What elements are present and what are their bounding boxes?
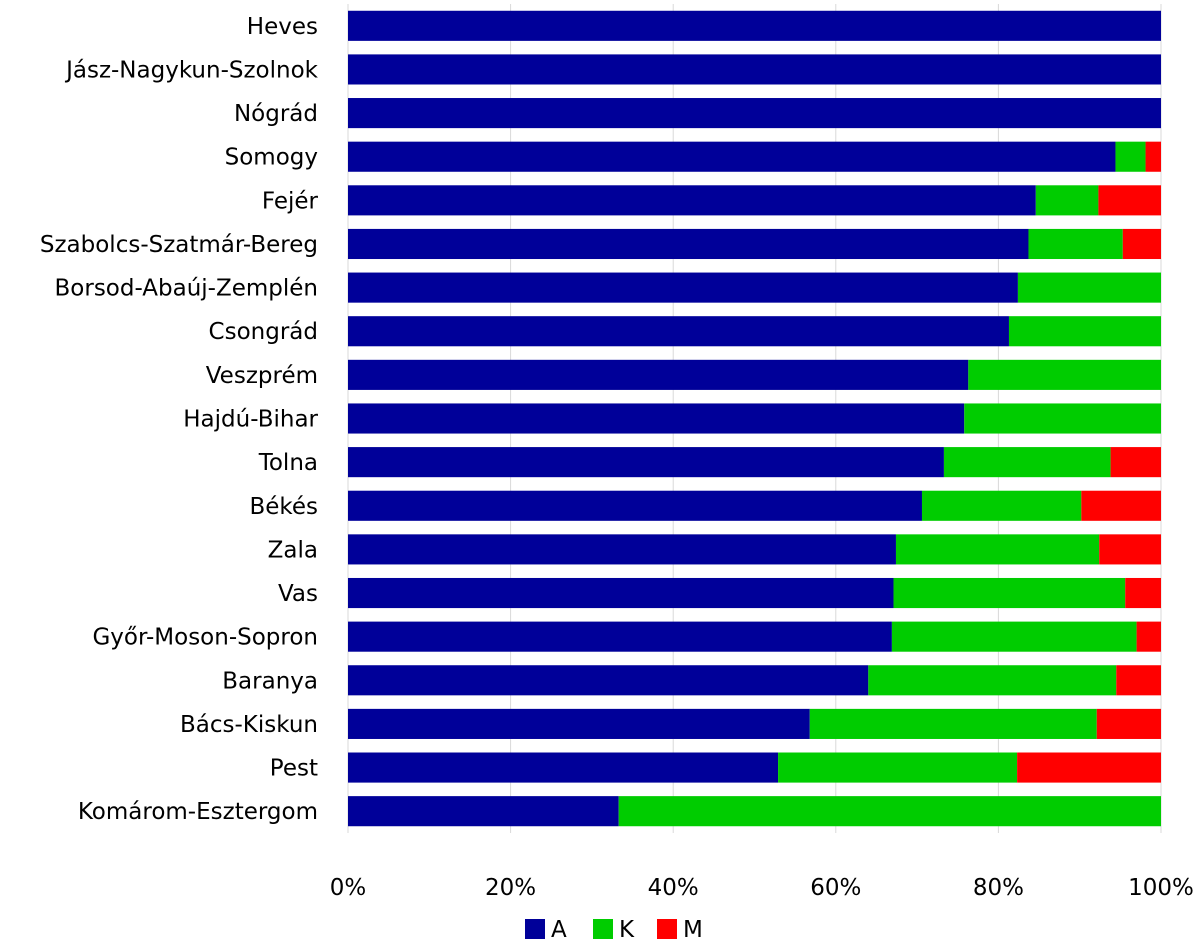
legend-label-K: K (619, 917, 635, 943)
bar-segment-A (348, 141, 1116, 172)
category-label: Békés (249, 494, 318, 520)
bar-segment-M (1081, 490, 1161, 521)
bar-segment-A (348, 447, 944, 478)
bar-segment-M (1136, 621, 1161, 652)
bar-segment-K (893, 577, 1126, 609)
category-label: Vas (278, 581, 318, 607)
bar-segment-M (1145, 141, 1161, 172)
bar-segment-K (895, 534, 1100, 565)
x-tick-label: 20% (485, 875, 536, 901)
bar-segment-A (348, 752, 779, 783)
category-label: Jász-Nagykun-Szolnok (64, 57, 319, 83)
x-axis-ticks: 0% 20% 40% 60% 80% 100% (330, 875, 1194, 901)
x-tick-label: 0% (330, 875, 367, 901)
category-label: Győr-Moson-Sopron (92, 625, 318, 651)
category-label: Somogy (225, 145, 318, 171)
bar-segment-A (348, 228, 1029, 260)
bar-segment-K (891, 621, 1137, 652)
category-label: Pest (270, 756, 318, 782)
bar-segment-A (348, 54, 1161, 85)
bar-segment-K (964, 403, 1161, 434)
bar-segment-M (1116, 665, 1161, 696)
bar-segment-M (1099, 534, 1161, 565)
bar-segment-K (1028, 228, 1123, 260)
bar-segment-M (1096, 708, 1161, 739)
bar-segment-K (868, 665, 1117, 696)
category-label: Baranya (222, 668, 318, 694)
category-label: Hajdú-Bihar (183, 407, 318, 433)
bar-segment-M (1098, 185, 1161, 216)
category-label: Heves (247, 14, 318, 40)
bar-segment-A (348, 534, 896, 565)
legend-swatch-A (525, 919, 545, 939)
bar-segment-M (1110, 447, 1161, 478)
category-label: Fejér (262, 188, 319, 214)
bar-segment-K (943, 447, 1111, 478)
x-tick-label: 100% (1128, 875, 1194, 901)
bar-segment-A (348, 272, 1018, 303)
bar-segment-M (1017, 752, 1161, 783)
x-tick-label: 60% (810, 875, 861, 901)
bar-segment-M (1125, 577, 1161, 609)
category-label: Borsod-Abaúj-Zemplén (55, 276, 318, 302)
bars (348, 10, 1161, 827)
x-tick-label: 40% (648, 875, 699, 901)
bar-segment-A (348, 403, 965, 434)
bar-segment-K (809, 708, 1097, 739)
bar-segment-K (921, 490, 1082, 521)
category-label: Zala (268, 537, 318, 563)
bar-segment-K (778, 752, 1018, 783)
bar-segment-A (348, 796, 619, 827)
category-label: Veszprém (206, 363, 318, 389)
bar-segment-A (348, 708, 810, 739)
category-label: Komárom-Esztergom (78, 799, 318, 825)
bar-segment-A (348, 577, 894, 609)
bar-segment-M (1122, 228, 1161, 260)
category-label: Nógrád (234, 101, 318, 127)
legend-label-A: A (551, 917, 567, 943)
legend-label-M: M (683, 917, 703, 943)
x-tick-label: 80% (973, 875, 1024, 901)
bar-segment-K (618, 796, 1161, 827)
bar-segment-A (348, 98, 1161, 129)
bar-segment-A (348, 490, 922, 521)
bar-segment-K (968, 359, 1161, 390)
bar-segment-K (1008, 316, 1161, 347)
bar-segment-K (1017, 272, 1161, 303)
legend-swatch-K (593, 919, 613, 939)
bar-segment-A (348, 316, 1009, 347)
legend-swatch-M (657, 919, 677, 939)
bar-segment-K (1035, 185, 1099, 216)
category-label: Tolna (258, 450, 318, 476)
bar-segment-A (348, 359, 969, 390)
category-labels: Heves Jász-Nagykun-Szolnok Nógrád Somogy Fej… (40, 14, 319, 825)
category-label: Csongrád (209, 319, 318, 345)
bar-segment-A (348, 185, 1036, 216)
bar-segment-A (348, 621, 892, 652)
bar-segment-A (348, 10, 1161, 41)
bar-segment-A (348, 665, 869, 696)
category-label: Bács-Kiskun (180, 712, 318, 738)
bar-segment-K (1115, 141, 1146, 172)
category-label: Szabolcs-Szatmár-Bereg (40, 232, 318, 258)
